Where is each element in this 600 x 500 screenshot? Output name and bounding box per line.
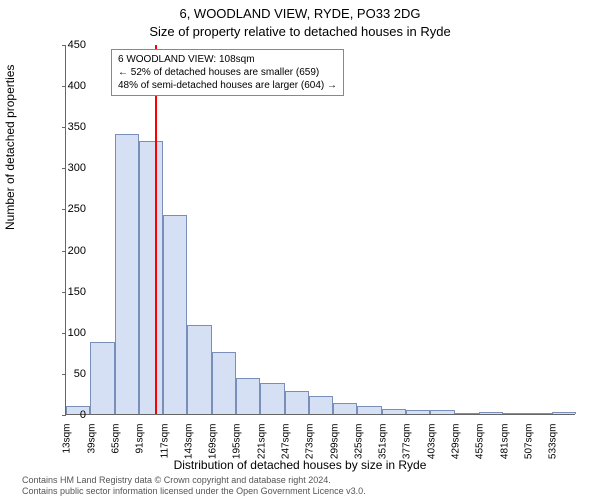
histogram-bar <box>90 342 114 414</box>
x-tick-label: 455sqm <box>475 424 486 460</box>
plot-area: 6 WOODLAND VIEW: 108sqm← 52% of detached… <box>65 45 575 415</box>
histogram-bar <box>503 413 527 414</box>
x-tick-label: 533sqm <box>548 424 559 460</box>
x-tick-label: 169sqm <box>208 424 219 460</box>
histogram-bar <box>382 409 406 414</box>
histogram-bar <box>139 141 163 414</box>
x-tick-label: 65sqm <box>111 424 122 454</box>
chart-title-2: Size of property relative to detached ho… <box>0 24 600 39</box>
chart-title-1: 6, WOODLAND VIEW, RYDE, PO33 2DG <box>0 6 600 21</box>
y-tick-label: 100 <box>46 327 86 339</box>
histogram-bar <box>285 391 309 414</box>
x-tick-label: 351sqm <box>378 424 389 460</box>
annotation-line3: 48% of semi-detached houses are larger (… <box>118 79 337 92</box>
x-tick-label: 403sqm <box>426 424 437 460</box>
y-tick-label: 250 <box>46 203 86 215</box>
annotation-line2: ← 52% of detached houses are smaller (65… <box>118 66 337 79</box>
y-tick-label: 0 <box>46 409 86 421</box>
x-tick-label: 221sqm <box>256 424 267 460</box>
property-marker-line <box>155 45 157 414</box>
histogram-bar <box>552 412 576 414</box>
histogram-bar <box>163 215 187 414</box>
histogram-bar <box>479 412 503 414</box>
annotation-box: 6 WOODLAND VIEW: 108sqm← 52% of detached… <box>111 49 344 96</box>
histogram-bar <box>333 403 357 415</box>
y-tick-label: 50 <box>46 368 86 380</box>
y-tick-label: 300 <box>46 162 86 174</box>
histogram-bar <box>260 383 284 414</box>
y-tick-label: 400 <box>46 80 86 92</box>
annotation-line1: 6 WOODLAND VIEW: 108sqm <box>118 53 337 66</box>
histogram-bar <box>212 352 236 414</box>
x-tick-label: 429sqm <box>451 424 462 460</box>
x-tick-label: 117sqm <box>159 424 170 459</box>
y-axis-label: Number of detached properties <box>3 65 17 230</box>
x-tick-label: 299sqm <box>329 424 340 460</box>
histogram-bar <box>455 413 479 414</box>
x-tick-label: 247sqm <box>281 424 292 460</box>
histogram-bar <box>357 406 381 414</box>
x-tick-label: 91sqm <box>135 424 146 454</box>
x-tick-label: 13sqm <box>62 424 73 454</box>
histogram-bar <box>527 413 551 414</box>
y-tick-label: 150 <box>46 286 86 298</box>
footnote-line1: Contains HM Land Registry data © Crown c… <box>22 475 366 486</box>
x-tick-label: 143sqm <box>183 424 194 460</box>
footnote: Contains HM Land Registry data © Crown c… <box>22 475 366 497</box>
y-tick-label: 200 <box>46 245 86 257</box>
x-axis-label: Distribution of detached houses by size … <box>0 458 600 472</box>
x-tick-label: 377sqm <box>402 424 413 460</box>
x-tick-label: 195sqm <box>232 424 243 460</box>
histogram-bar <box>309 396 333 414</box>
histogram-bar <box>187 325 211 414</box>
histogram-bar <box>115 134 139 414</box>
y-tick-label: 350 <box>46 121 86 133</box>
histogram-bar <box>406 410 430 414</box>
x-tick-label: 507sqm <box>523 424 534 460</box>
x-tick-label: 481sqm <box>499 424 510 460</box>
y-tick-label: 450 <box>46 39 86 51</box>
histogram-bar <box>430 410 454 414</box>
x-tick-label: 325sqm <box>353 424 364 460</box>
x-tick-label: 39sqm <box>86 424 97 454</box>
footnote-line2: Contains public sector information licen… <box>22 486 366 497</box>
x-tick-label: 273sqm <box>305 424 316 460</box>
histogram-bar <box>236 378 260 414</box>
